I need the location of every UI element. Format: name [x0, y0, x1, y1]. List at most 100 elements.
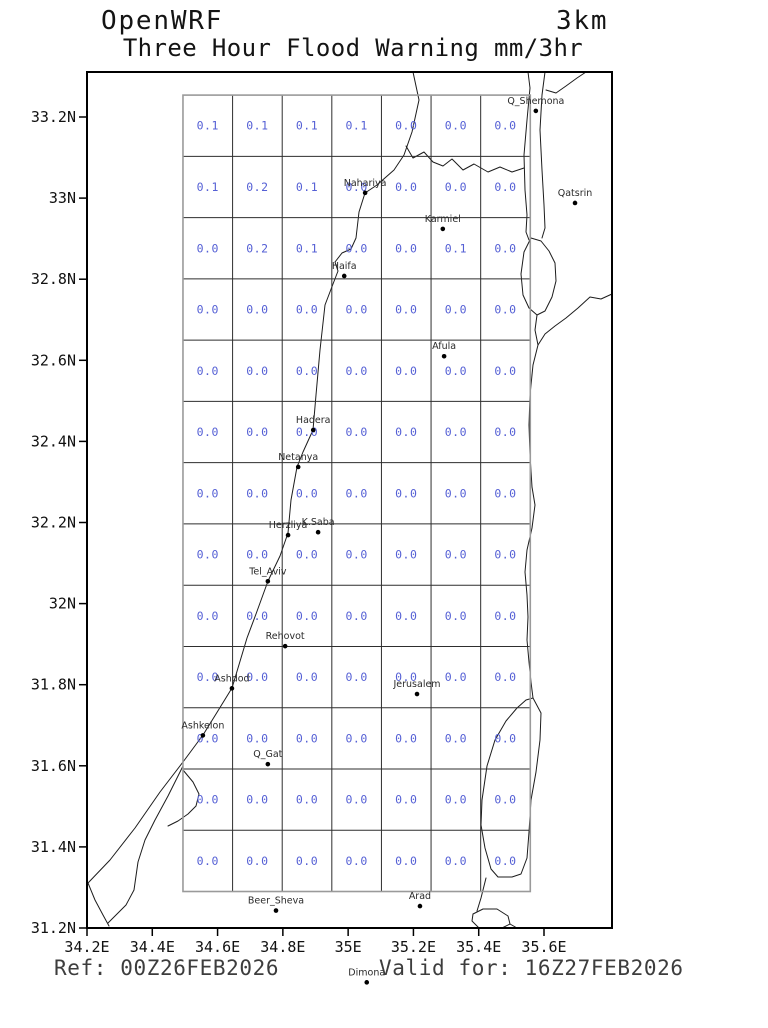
- y-axis-tick-label: 32.4N: [31, 432, 76, 450]
- grid-cell-value: 0.0: [494, 731, 516, 745]
- x-axis-tick-label: 35.4E: [456, 938, 501, 956]
- grid-cell-value: 0.0: [345, 303, 367, 317]
- grid-cell-value: 0.0: [445, 731, 467, 745]
- city-dot-k-saba: [315, 529, 321, 535]
- grid-cell-value: 0.0: [345, 425, 367, 439]
- x-axis-tick-label: 34.6E: [195, 938, 240, 956]
- grid-cell-value: 0.2: [246, 180, 268, 194]
- city-dot-herzliya: [285, 532, 291, 538]
- grid-cell-value: 0.0: [494, 303, 516, 317]
- city-label-qatsrin: Qatsrin: [558, 188, 593, 199]
- x-axis-tick-label: 35.2E: [391, 938, 436, 956]
- grid-cell-value: 0.0: [296, 731, 318, 745]
- grid-cell-value: 0.1: [445, 241, 467, 255]
- grid-cell-value: 0.0: [197, 364, 219, 378]
- grid-cell-value: 0.0: [246, 609, 268, 623]
- x-axis-tick-label: 34.4E: [130, 938, 175, 956]
- city-dot-tel-aviv: [265, 578, 271, 584]
- y-axis-tick-label: 32N: [49, 595, 76, 613]
- grid-cell-value: 0.0: [445, 180, 467, 194]
- y-axis-tick-label: 31.4N: [31, 838, 76, 856]
- reference-time-label: Ref: 00Z26FEB2026: [54, 956, 280, 980]
- grid-cell-value: 0.0: [494, 180, 516, 194]
- grid-cell-value: 0.0: [246, 303, 268, 317]
- chart-subtitle: Three Hour Flood Warning mm/3hr: [122, 34, 584, 62]
- grid-cell-value: 0.0: [345, 486, 367, 500]
- grid-cell-value: 0.0: [395, 609, 417, 623]
- grid-cell-value: 0.0: [197, 241, 219, 255]
- x-axis-tick-label: 35.6E: [521, 938, 566, 956]
- grid-cell-value: 0.0: [197, 486, 219, 500]
- grid-cell-value: 0.0: [197, 854, 219, 868]
- grid-cell-value: 0.1: [296, 241, 318, 255]
- grid-cell-value: 0.0: [494, 425, 516, 439]
- city-dot-jerusalem: [414, 691, 420, 697]
- grid-cell-value: 0.0: [395, 303, 417, 317]
- grid-cell-value: 0.0: [197, 793, 219, 807]
- map-outline-jordan-river: [524, 314, 539, 699]
- grid-cell-value: 0.0: [445, 609, 467, 623]
- grid-cell-value: 0.0: [395, 425, 417, 439]
- city-label-netanya: Netanya: [278, 452, 318, 463]
- grid-cell-value: 0.0: [246, 548, 268, 562]
- map-outline-ne-border: [545, 71, 587, 94]
- map-outline-yarmouk-border: [537, 293, 613, 346]
- grid-cell-value: 0.0: [395, 670, 417, 684]
- grid-cell-value: 0.0: [395, 241, 417, 255]
- grid-cell-value: 0.1: [197, 180, 219, 194]
- grid-cell-value: 0.1: [246, 119, 268, 133]
- grid-cell-value: 0.0: [296, 364, 318, 378]
- map-outline-arava-pond: [471, 908, 511, 929]
- grid-cell-value: 0.0: [395, 364, 417, 378]
- city-label-jerusalem: Jerusalem: [392, 679, 440, 690]
- city-dot-q-gat: [265, 761, 271, 767]
- map-outline-gaza-bulge: [167, 769, 200, 827]
- grid-cell-value: 0.0: [246, 854, 268, 868]
- city-dot-nahariya: [362, 190, 368, 196]
- map-outline-arava-line: [476, 877, 487, 912]
- grid-cell-value: 0.0: [445, 548, 467, 562]
- grid-cell-value: 0.0: [395, 119, 417, 133]
- map-outline-egypt-border: [87, 882, 110, 927]
- grid-cell-value: 0.0: [246, 486, 268, 500]
- city-label-beer-sheva: Beer_Sheva: [248, 896, 304, 907]
- grid-cell-value: 0.0: [445, 793, 467, 807]
- grid-cell-value: 0.0: [494, 241, 516, 255]
- y-axis-tick-label: 33.2N: [31, 108, 76, 126]
- grid-cell-value: 0.0: [445, 854, 467, 868]
- grid-cell-value: 0.0: [345, 731, 367, 745]
- city-dot-rehovot: [282, 643, 288, 649]
- city-label-karmiel: Karmiel: [425, 214, 461, 225]
- city-dot-haifa: [341, 273, 347, 279]
- grid-cell-value: 0.0: [494, 793, 516, 807]
- plot-frame: [86, 71, 613, 929]
- grid-cell-value: 0.0: [296, 793, 318, 807]
- y-axis-tick-label: 33N: [49, 189, 76, 207]
- city-label-dimona: Dimona: [348, 967, 385, 978]
- city-dot-beer-sheva: [273, 908, 279, 913]
- grid-cell-value: 0.0: [197, 609, 219, 623]
- grid-cell-value: 0.0: [395, 180, 417, 194]
- map-outline-sea-of-galilee: [520, 237, 557, 316]
- grid-cell-value: 0.0: [395, 854, 417, 868]
- city-dot-q-shemona: [533, 108, 539, 114]
- grid-cell-value: 0.0: [345, 241, 367, 255]
- grid-cell-value: 0.0: [494, 670, 516, 684]
- grid-cell-value: 0.0: [197, 548, 219, 562]
- grid-cell-value: 0.0: [246, 670, 268, 684]
- city-label-arad: Arad: [409, 891, 431, 902]
- grid-cell-value: 0.0: [494, 609, 516, 623]
- map-outline-lebanon-border: [405, 145, 525, 173]
- city-label-k-saba: K.Saba: [302, 517, 335, 528]
- city-dot-qatsrin: [572, 200, 578, 206]
- page-title: OpenWRF: [101, 6, 224, 36]
- map-outline-hula-west: [523, 71, 531, 241]
- city-dot-afula: [441, 353, 447, 359]
- city-label-afula: Afula: [432, 341, 456, 352]
- city-label-ashdod: Ashdod: [214, 673, 249, 684]
- grid-border: [182, 94, 532, 893]
- city-dot-netanya: [295, 464, 301, 470]
- grid-cell-value: 0.0: [494, 486, 516, 500]
